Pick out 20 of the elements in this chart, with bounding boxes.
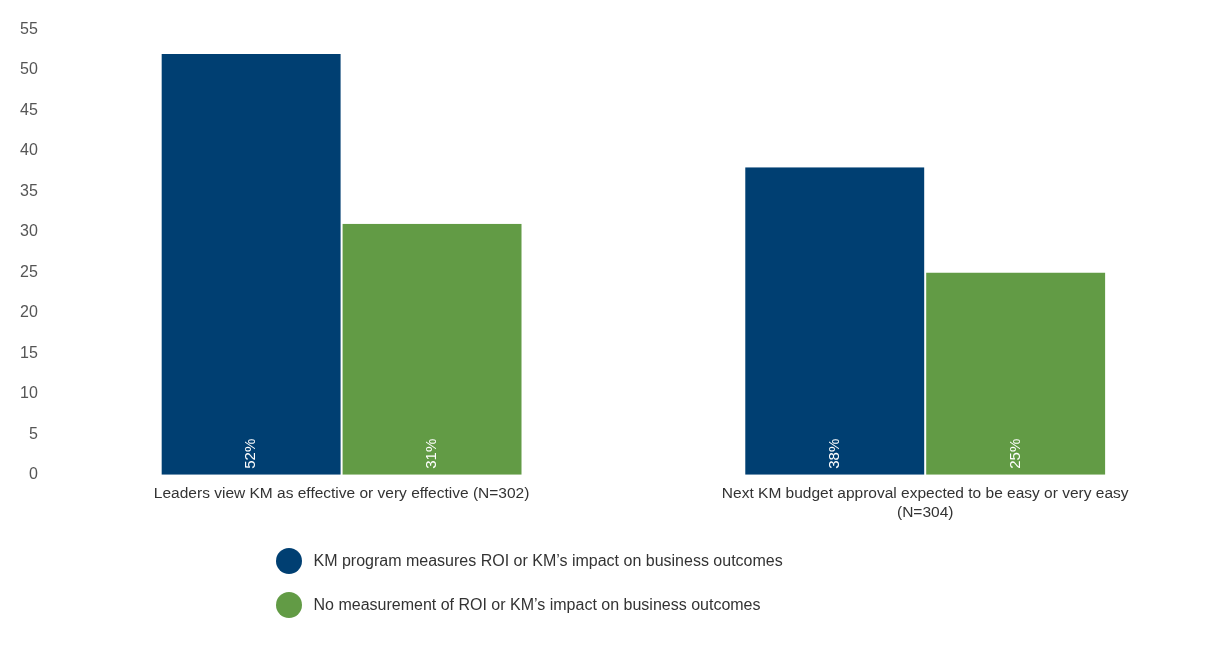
- data-label: 31%: [422, 438, 440, 469]
- y-tick-label: 30: [20, 222, 38, 240]
- y-tick-label: 50: [20, 60, 38, 78]
- y-tick-label: 55: [20, 20, 38, 38]
- data-label: 52%: [241, 438, 259, 469]
- data-label: 25%: [1005, 438, 1023, 469]
- y-tick-label: 20: [20, 303, 38, 321]
- legend-label: KM program measures ROI or KM’s impact on business outcomes: [313, 552, 783, 570]
- x-tick-label: Next KM budget approval expected to be easy or very easy (N=304): [721, 484, 1129, 520]
- y-tick-label: 35: [20, 181, 38, 199]
- y-tick-label: 0: [28, 465, 38, 483]
- y-tick-label: 5: [28, 424, 38, 442]
- legend-label: No measurement of ROI or KM’s impact on business outcomes: [313, 596, 761, 614]
- data-label: 38%: [824, 438, 842, 469]
- y-tick-label: 10: [20, 384, 38, 402]
- y-tick-label: 25: [20, 262, 38, 280]
- y-tick-label: 45: [20, 100, 38, 118]
- y-tick-label: 15: [20, 343, 38, 361]
- x-tick-label: Leaders view KM as effective or very effective (N=302): [153, 484, 530, 502]
- y-tick-label: 40: [20, 141, 38, 159]
